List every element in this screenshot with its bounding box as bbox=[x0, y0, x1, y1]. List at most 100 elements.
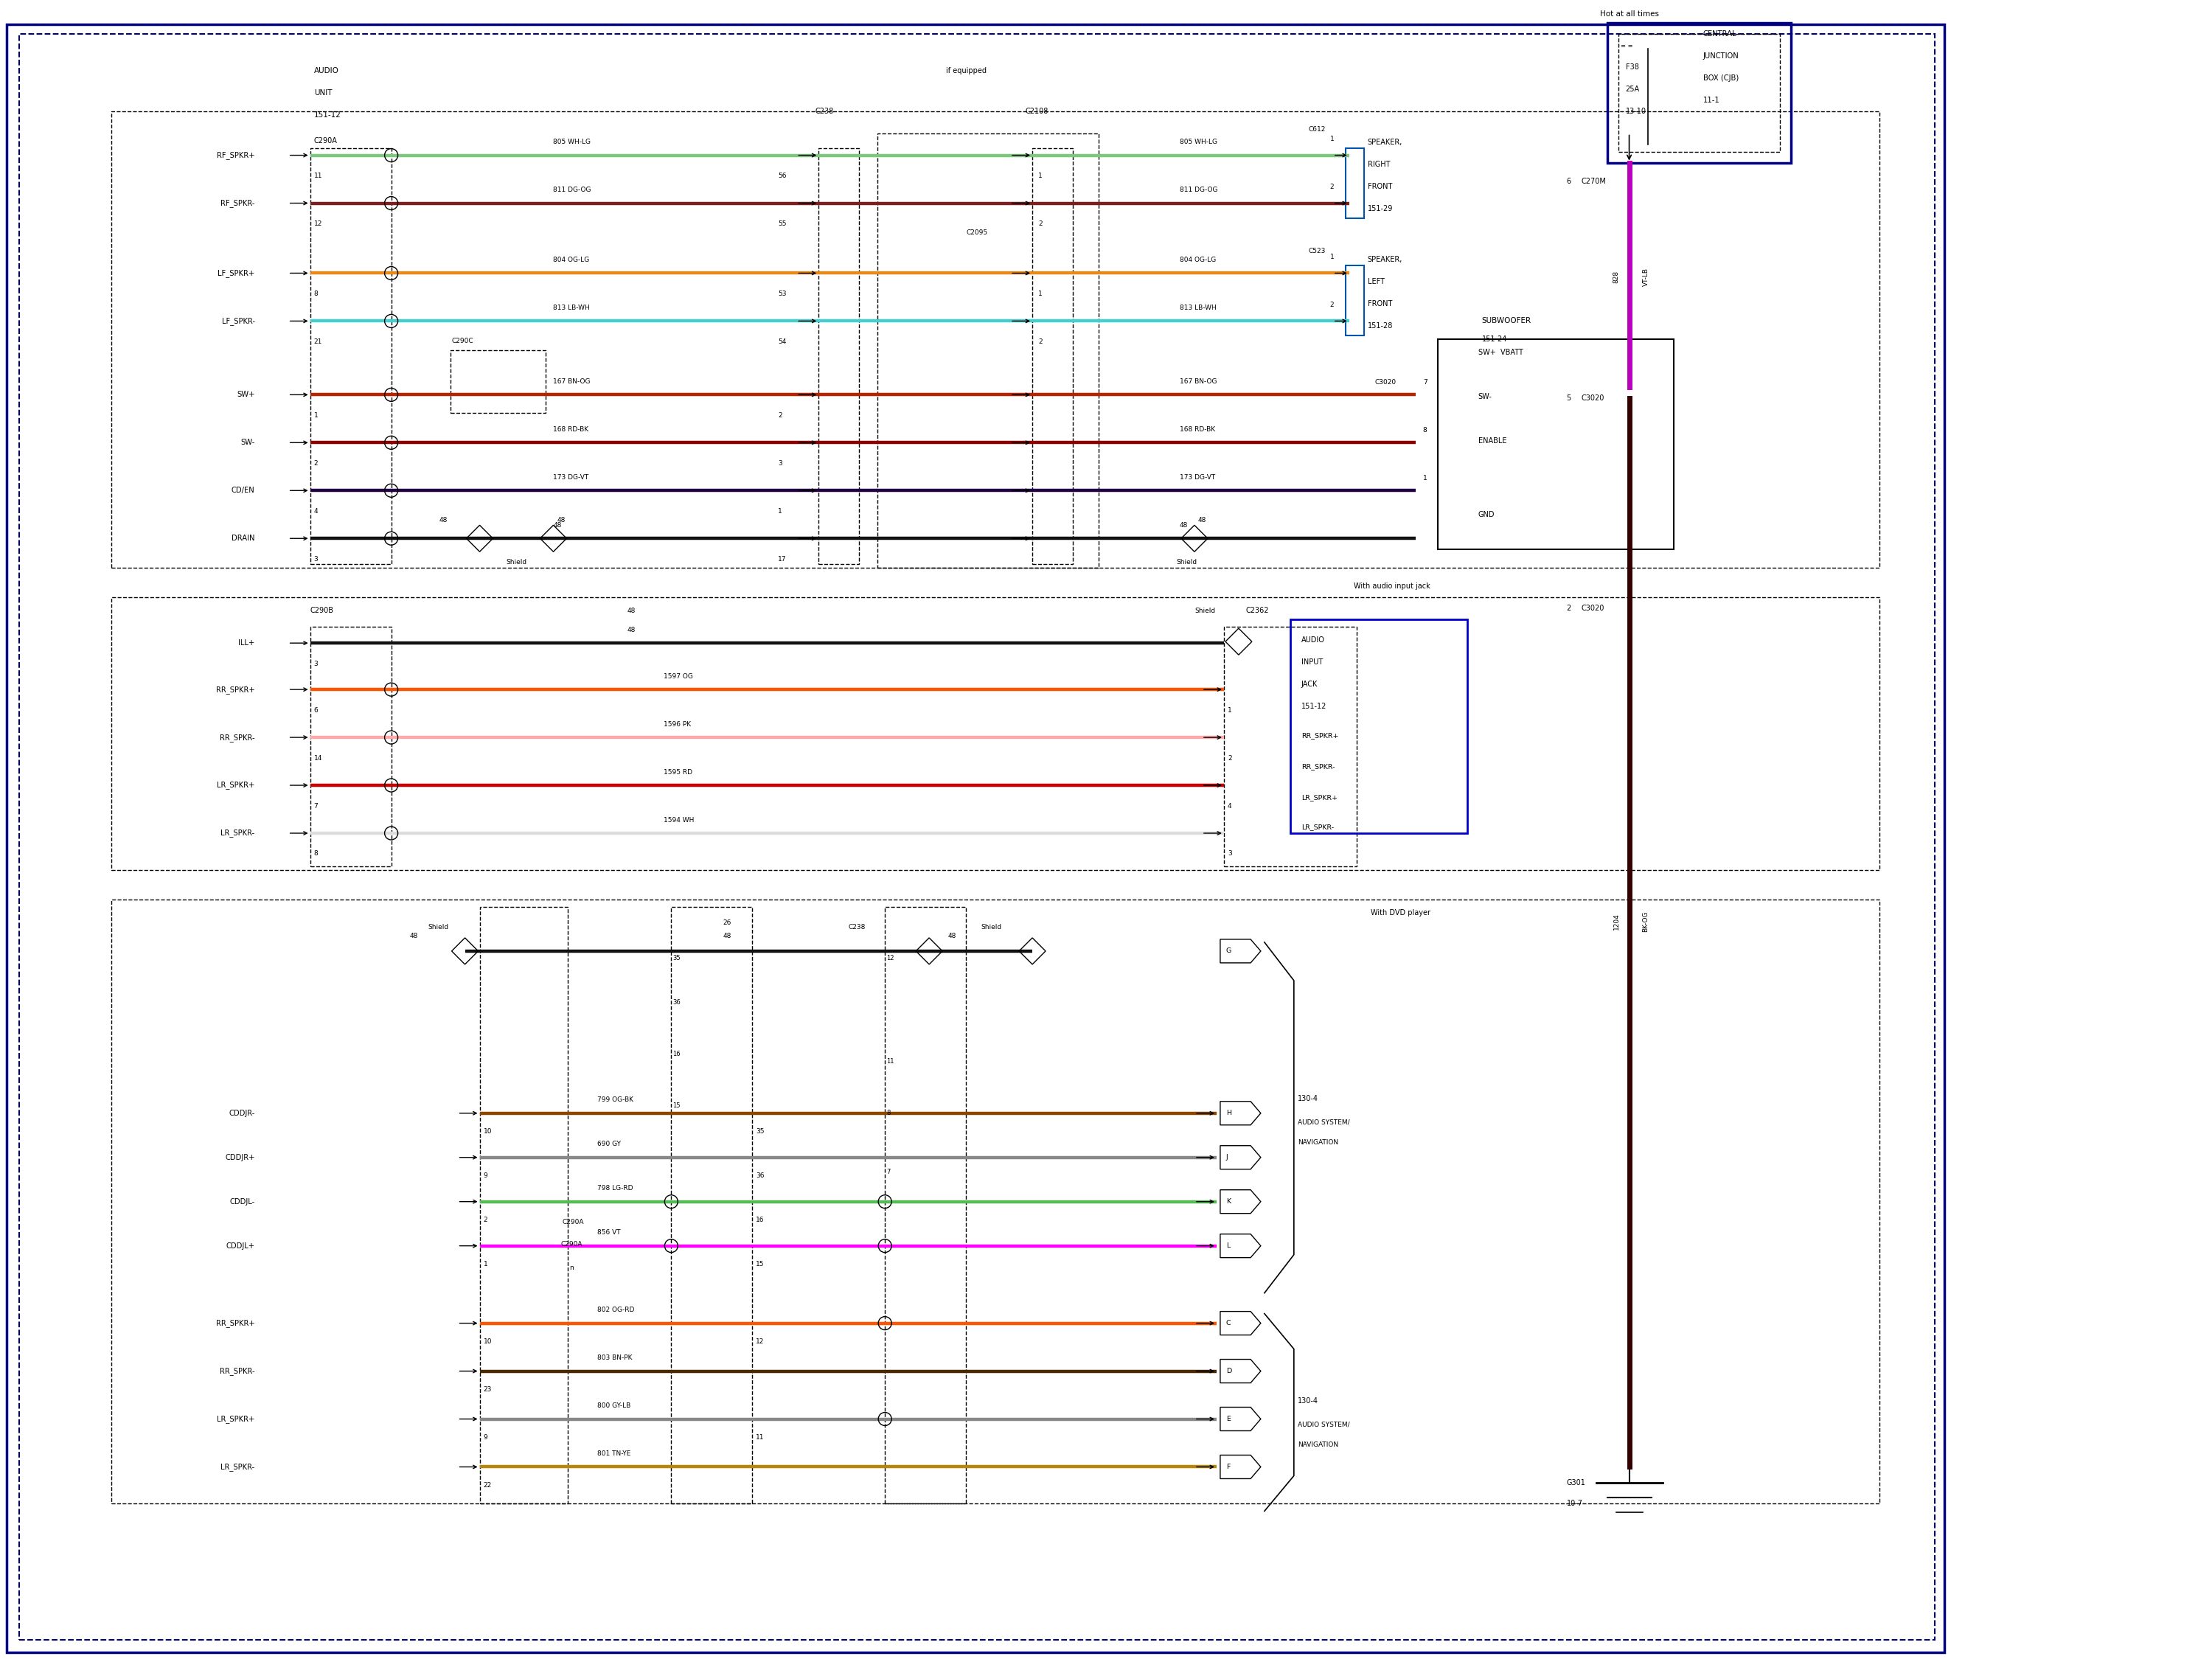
Text: 167 BN-OG: 167 BN-OG bbox=[553, 378, 591, 385]
Text: 1: 1 bbox=[314, 411, 319, 418]
Text: C3020: C3020 bbox=[1376, 378, 1396, 385]
Text: LR_SPKR-: LR_SPKR- bbox=[1301, 825, 1334, 831]
Bar bbox=[1290, 619, 1467, 833]
Text: SW-: SW- bbox=[241, 440, 254, 446]
Text: 2: 2 bbox=[1037, 221, 1042, 227]
Text: 4: 4 bbox=[1228, 803, 1232, 810]
Text: CDDJL+: CDDJL+ bbox=[226, 1243, 254, 1249]
Text: 25A: 25A bbox=[1626, 85, 1639, 93]
Text: 15: 15 bbox=[757, 1261, 765, 1267]
Text: 22: 22 bbox=[484, 1481, 491, 1488]
Text: 7: 7 bbox=[314, 803, 319, 810]
Text: LR_SPKR+: LR_SPKR+ bbox=[217, 781, 254, 790]
Text: 813 LB-WH: 813 LB-WH bbox=[553, 305, 591, 312]
Text: 1597 OG: 1597 OG bbox=[664, 674, 692, 680]
Text: 11: 11 bbox=[757, 1433, 765, 1440]
Text: Shield: Shield bbox=[1194, 607, 1214, 614]
Text: 151-24: 151-24 bbox=[1482, 335, 1506, 343]
Text: 26: 26 bbox=[723, 919, 732, 926]
Bar bbox=[310, 627, 392, 866]
Text: 1: 1 bbox=[1422, 474, 1427, 481]
Text: RR_SPKR+: RR_SPKR+ bbox=[217, 685, 254, 693]
Text: LR_SPKR+: LR_SPKR+ bbox=[1301, 795, 1338, 801]
Text: 168 RD-BK: 168 RD-BK bbox=[1179, 426, 1214, 433]
Text: C290C: C290C bbox=[451, 338, 473, 345]
Text: JACK: JACK bbox=[1301, 680, 1318, 688]
Text: 35: 35 bbox=[757, 1128, 765, 1135]
Text: LF_SPKR+: LF_SPKR+ bbox=[217, 269, 254, 277]
Text: 11: 11 bbox=[887, 1058, 894, 1065]
Text: 3: 3 bbox=[314, 660, 319, 667]
Text: 1204: 1204 bbox=[1613, 912, 1619, 931]
Text: C523: C523 bbox=[1310, 247, 1325, 254]
Bar bbox=[878, 133, 1099, 567]
Text: 55: 55 bbox=[779, 221, 787, 227]
Bar bbox=[20, 33, 1935, 1641]
Text: C2095: C2095 bbox=[967, 229, 987, 236]
Text: 2: 2 bbox=[1037, 338, 1042, 345]
Text: C2362: C2362 bbox=[1245, 607, 1270, 614]
Text: 7: 7 bbox=[1422, 378, 1427, 385]
Text: CENTRAL: CENTRAL bbox=[1703, 30, 1736, 38]
Bar bbox=[451, 350, 546, 413]
Text: SW-: SW- bbox=[1478, 393, 1493, 400]
Text: CD/EN: CD/EN bbox=[232, 486, 254, 494]
Text: 48: 48 bbox=[1199, 516, 1206, 523]
Text: 151-12: 151-12 bbox=[1301, 703, 1327, 710]
Text: 2: 2 bbox=[1329, 184, 1334, 191]
Text: 9: 9 bbox=[484, 1173, 487, 1180]
Text: 805 WH-LG: 805 WH-LG bbox=[1179, 139, 1217, 146]
Text: C612: C612 bbox=[1310, 126, 1325, 133]
Text: FRONT: FRONT bbox=[1367, 300, 1391, 309]
Text: 2: 2 bbox=[779, 411, 783, 418]
Text: 151-12: 151-12 bbox=[314, 111, 341, 118]
Text: 856 VT: 856 VT bbox=[597, 1229, 622, 1236]
Text: 3: 3 bbox=[314, 556, 319, 562]
Text: n: n bbox=[568, 1264, 573, 1271]
Text: 1594 WH: 1594 WH bbox=[664, 816, 695, 823]
Text: 813 LB-WH: 813 LB-WH bbox=[1179, 305, 1217, 312]
Text: 1: 1 bbox=[1228, 707, 1232, 713]
Text: 798 LG-RD: 798 LG-RD bbox=[597, 1185, 633, 1191]
Text: = =: = = bbox=[1621, 43, 1632, 50]
Bar bbox=[1608, 23, 1792, 163]
Text: C238: C238 bbox=[847, 924, 865, 931]
Text: 36: 36 bbox=[672, 999, 681, 1005]
Text: Hot at all times: Hot at all times bbox=[1599, 10, 1659, 18]
Text: 12: 12 bbox=[757, 1339, 765, 1345]
Text: 10: 10 bbox=[484, 1339, 491, 1345]
Bar bbox=[885, 907, 967, 1503]
Text: 151-29: 151-29 bbox=[1367, 204, 1394, 212]
Text: RIGHT: RIGHT bbox=[1367, 161, 1389, 168]
Text: L: L bbox=[1225, 1243, 1230, 1249]
Text: 2: 2 bbox=[1329, 302, 1334, 309]
Text: G: G bbox=[1225, 947, 1232, 954]
Text: H: H bbox=[1225, 1110, 1232, 1117]
Text: 48: 48 bbox=[626, 627, 635, 634]
Text: AUDIO SYSTEM/: AUDIO SYSTEM/ bbox=[1298, 1118, 1349, 1125]
Text: 7: 7 bbox=[887, 1170, 891, 1176]
Text: 4: 4 bbox=[314, 508, 319, 514]
Text: 805 WH-LG: 805 WH-LG bbox=[553, 139, 591, 146]
Text: FRONT: FRONT bbox=[1367, 182, 1391, 189]
Text: 2: 2 bbox=[1566, 606, 1571, 612]
Text: C3020: C3020 bbox=[1582, 606, 1604, 612]
Text: D: D bbox=[1225, 1367, 1232, 1374]
Text: 16: 16 bbox=[757, 1216, 765, 1223]
Text: SUBWOOFER: SUBWOOFER bbox=[1482, 317, 1531, 325]
Text: RR_SPKR-: RR_SPKR- bbox=[1301, 763, 1334, 770]
Text: 1: 1 bbox=[1037, 173, 1042, 179]
Text: 5: 5 bbox=[1566, 395, 1571, 401]
Text: 48: 48 bbox=[1179, 523, 1188, 529]
Text: 1596 PK: 1596 PK bbox=[664, 720, 690, 727]
Text: Shield: Shield bbox=[1177, 559, 1197, 566]
Text: 36: 36 bbox=[757, 1173, 765, 1180]
Text: 13-10: 13-10 bbox=[1626, 108, 1646, 114]
Text: Shield: Shield bbox=[980, 924, 1002, 931]
Text: 11-1: 11-1 bbox=[1703, 96, 1719, 103]
Text: 173 DG-VT: 173 DG-VT bbox=[1179, 474, 1214, 481]
Text: 801 TN-YE: 801 TN-YE bbox=[597, 1450, 630, 1457]
Text: DRAIN: DRAIN bbox=[232, 534, 254, 542]
Text: 3: 3 bbox=[1228, 851, 1232, 858]
Text: BK-OG: BK-OG bbox=[1644, 911, 1650, 932]
